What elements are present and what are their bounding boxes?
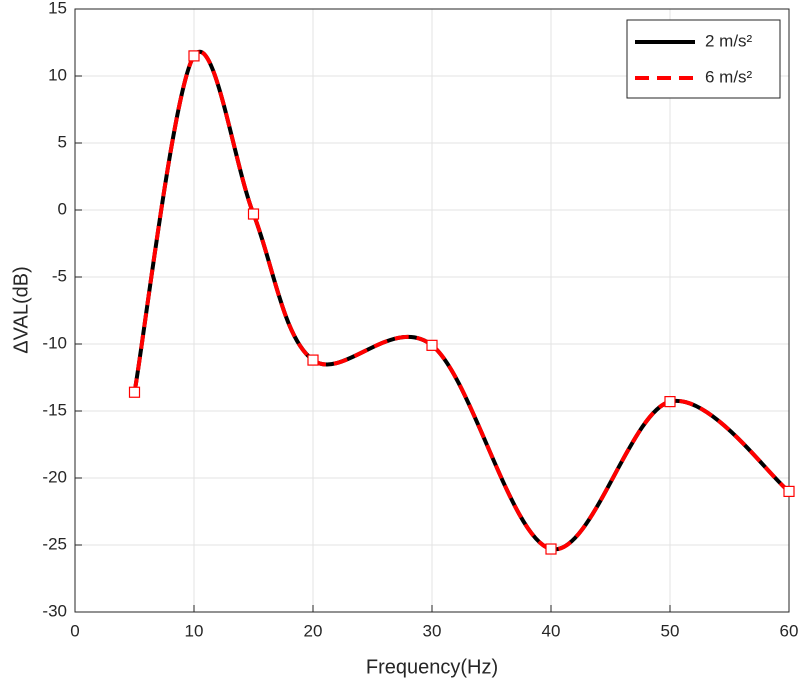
y-tick-label: -10 <box>42 333 67 352</box>
y-tick-label: -20 <box>42 467 67 486</box>
x-tick-label: 40 <box>542 621 561 640</box>
data-marker <box>188 50 200 62</box>
x-axis-label: Frequency(Hz) <box>366 656 498 678</box>
y-tick-label: 15 <box>48 0 67 17</box>
y-tick-label: 10 <box>48 65 67 84</box>
data-marker <box>128 386 141 398</box>
axes-box <box>74 8 790 613</box>
x-tick-label: 50 <box>661 621 680 640</box>
legend-box <box>626 19 781 99</box>
x-tick-label: 60 <box>780 621 799 640</box>
x-tick-label: 20 <box>304 621 323 640</box>
x-tick-label: 0 <box>70 621 79 640</box>
y-tick-label: -25 <box>42 534 67 553</box>
y-axis-label: ΔVAL(dB) <box>10 266 32 353</box>
data-marker <box>664 396 676 408</box>
data-marker <box>307 354 319 366</box>
y-tick-label: 5 <box>58 132 67 151</box>
x-tick-label: 30 <box>423 621 442 640</box>
y-tick-label: -5 <box>52 266 67 285</box>
x-tick-label: 10 <box>185 621 204 640</box>
y-tick-label: 0 <box>58 199 67 218</box>
data-marker <box>545 543 557 555</box>
legend-label: 6 m/s² <box>705 67 753 86</box>
legend: 2 m/s² 6 m/s² <box>626 19 781 99</box>
data-marker <box>247 208 260 220</box>
y-tick-label: -30 <box>42 601 67 620</box>
y-tick-label: -15 <box>42 400 67 419</box>
data-marker <box>783 485 795 497</box>
data-marker <box>426 339 438 351</box>
legend-label: 2 m/s² <box>705 31 753 50</box>
